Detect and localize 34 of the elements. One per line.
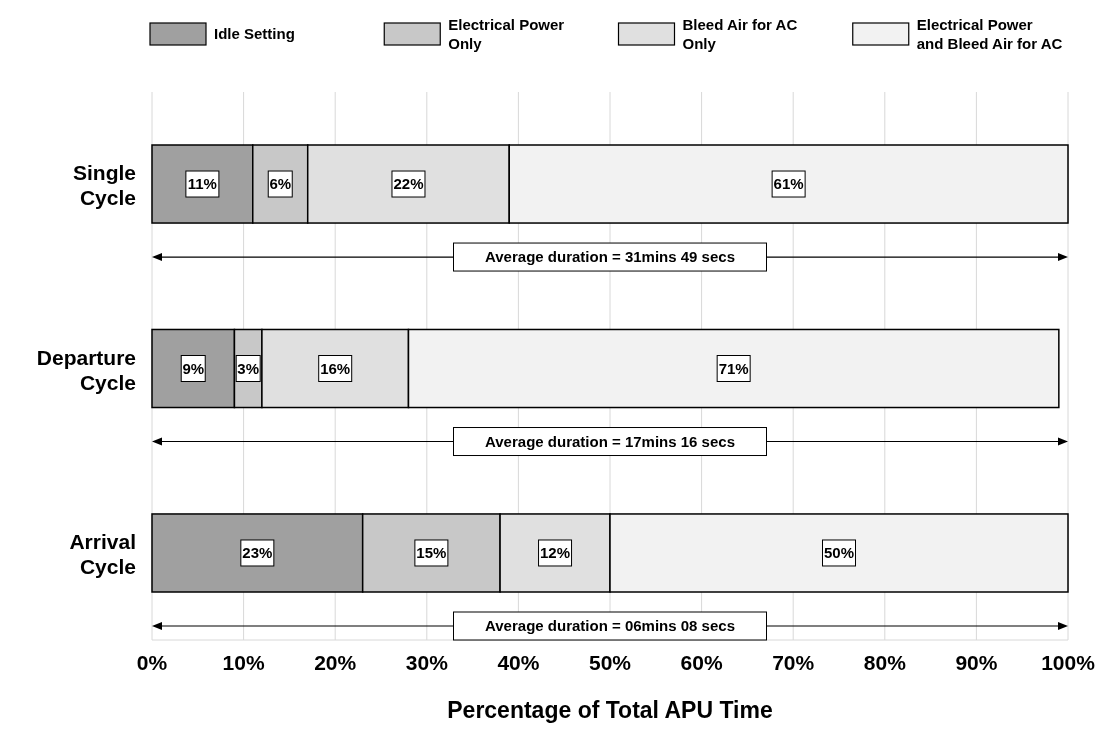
data-label: 3% (237, 359, 260, 377)
annotation: Average duration = 06mins 08 secs (485, 617, 735, 635)
legend-label: Idle Setting (214, 25, 295, 43)
x-tick-label: 30% (405, 651, 449, 674)
legend-label: Electrical Power and Bleed Air for AC (916, 15, 1063, 52)
annotation: Average duration = 31mins 49 secs (485, 248, 735, 266)
data-label: 15% (416, 544, 447, 562)
legend-label: Electrical Power Only (448, 15, 565, 52)
data-label: 11% (187, 175, 217, 193)
x-tick-label: 60% (680, 651, 723, 674)
annotation: Average duration = 17mins 16 secs (485, 432, 735, 450)
data-label: 16% (320, 359, 351, 377)
data-label: 23% (242, 544, 273, 562)
data-label: 61% (773, 175, 804, 193)
x-tick-label: 80% (863, 651, 907, 674)
data-label: 50% (823, 544, 855, 562)
x-tick-label: 0% (136, 651, 168, 674)
y-tick-label: Single Cycle (72, 161, 136, 210)
x-tick-label: 20% (314, 651, 357, 674)
data-label: 12% (540, 544, 571, 562)
data-label: 6% (269, 175, 292, 193)
x-tick-label: 40% (497, 651, 540, 674)
x-tick-label: 70% (772, 651, 815, 674)
data-label: 9% (182, 359, 205, 377)
x-tick-label: 90% (955, 651, 998, 674)
x-tick-label: 100% (1041, 651, 1096, 674)
x-tick-label: 50% (588, 651, 632, 674)
y-tick-label: Arrival Cycle (69, 529, 136, 578)
x-axis-title: Percentage of Total APU Time (447, 697, 773, 723)
legend-label: Bleed Air for AC Only (682, 15, 798, 52)
x-tick-label: 10% (222, 651, 265, 674)
y-tick-label: Departure Cycle (36, 345, 136, 394)
data-label: 71% (718, 359, 749, 377)
data-label: 22% (393, 175, 424, 193)
